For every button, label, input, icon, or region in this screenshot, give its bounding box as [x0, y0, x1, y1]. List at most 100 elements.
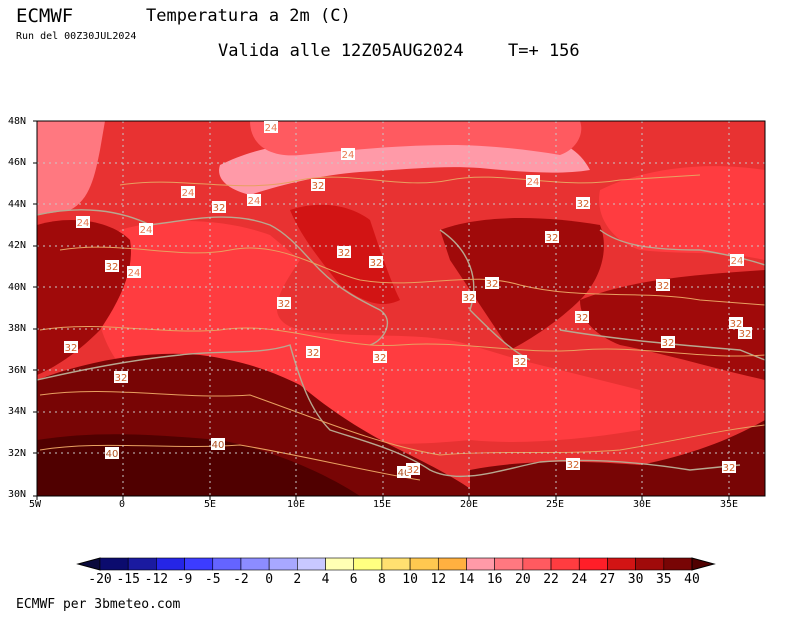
map-field [37, 121, 765, 496]
coastline-south [37, 344, 741, 478]
lon-label: 5E [204, 499, 217, 510]
contour-label-box [264, 121, 278, 133]
grid-lines [37, 121, 765, 496]
colorbar-label: -15 [116, 572, 140, 587]
coastline-north [37, 209, 389, 346]
contour-label: 32 [213, 203, 226, 214]
contour-label: 32 [577, 199, 590, 210]
colorbar-label: 10 [402, 572, 418, 587]
sea-area [96, 220, 640, 444]
colorbar-swatch [127, 557, 157, 571]
contour-line [39, 444, 421, 481]
colorbar-swatch [437, 557, 467, 571]
contour-line [119, 174, 701, 187]
model-name: ECMWF [16, 5, 74, 27]
map-frame [36, 120, 766, 497]
contour-label: 32 [374, 353, 387, 364]
lon-label: 30E [633, 499, 652, 510]
contour-label-box [105, 260, 119, 272]
contour-label-box [730, 254, 744, 266]
contour-label-box [247, 194, 261, 206]
contour-label: 40 [212, 440, 225, 451]
lat-label: 40N [8, 282, 27, 293]
colorbar-swatch [466, 557, 495, 571]
contour-label: 24 [265, 123, 278, 134]
colorbar-swatch [635, 557, 665, 571]
iberia-hot-area [37, 220, 131, 375]
colorbar-label: 27 [599, 572, 616, 587]
egypt-hot-area [470, 420, 765, 496]
contour-label: 24 [731, 256, 744, 267]
lat-label: 48N [8, 116, 27, 127]
colorbar-label: 0 [265, 572, 274, 587]
colorbar-label: 20 [515, 572, 531, 587]
contour-label: 32 [662, 338, 675, 349]
colorbar-right-arrow [691, 557, 716, 571]
colorbar-swatch [240, 557, 270, 571]
colorbar-swatch [381, 557, 411, 571]
lat-label: 34N [8, 406, 27, 417]
contour-line [39, 390, 765, 456]
contour-label: 32 [307, 348, 320, 359]
forecast-step: T=+ 156 [508, 41, 580, 61]
contour-line [59, 246, 765, 306]
colorbar-swatch [297, 557, 326, 571]
north-cool-area [250, 121, 582, 156]
colorbar-swatch [325, 557, 355, 571]
anatolia-hot-area [580, 270, 765, 380]
contour-label: 32 [546, 233, 559, 244]
colorbar-label: 22 [543, 572, 559, 587]
lat-label: 38N [8, 323, 27, 334]
colorbar-left-arrow [76, 557, 101, 571]
colorbar-swatch [607, 557, 636, 571]
contour-label: 32 [463, 293, 476, 304]
contour-label: 40 [106, 449, 119, 460]
colorbar-label: -12 [144, 572, 169, 587]
contour-label: 32 [657, 281, 670, 292]
contour-label: 32 [278, 299, 291, 310]
contour-label-box [373, 351, 387, 363]
contour-label: 32 [567, 460, 580, 471]
colorbar-label: -9 [176, 572, 193, 587]
coastline-balkans [439, 229, 531, 361]
contour-label: 32 [723, 463, 736, 474]
contour-label: 32 [730, 319, 743, 330]
contour-label: 24 [248, 196, 261, 207]
contour-label-box [277, 297, 291, 309]
contour-label-box [369, 256, 383, 268]
lat-label: 42N [8, 240, 27, 251]
contour-label: 32 [407, 465, 420, 476]
colorbar-label: -20 [88, 572, 112, 587]
lat-label: 36N [8, 365, 27, 376]
colorbar-swatch [578, 557, 608, 571]
colorbar-swatch [212, 557, 242, 571]
contour-label-box [661, 336, 675, 348]
lat-label: 30N [8, 489, 27, 500]
contour-label-box [575, 311, 589, 323]
colorbar-label: 14 [458, 572, 475, 587]
contour-label-box [311, 179, 325, 191]
valid-time: Valida alle 12Z05AUG2024 [218, 41, 464, 61]
contour-label-box [462, 291, 476, 303]
coastline-blacksea [599, 229, 765, 266]
map-title: Temperatura a 2m (C) [146, 6, 351, 26]
balkans-hot-area [440, 218, 604, 350]
footer-credit: ECMWF per 3bmeteo.com [16, 597, 181, 612]
colorbar-swatch [353, 557, 383, 571]
colorbar-label: 2 [293, 572, 302, 587]
contour-line [39, 326, 765, 357]
contour-label-box [738, 327, 752, 339]
contour-label-box [513, 355, 527, 367]
contour-label: 32 [576, 313, 589, 324]
colorbar-label: -5 [204, 572, 221, 587]
contour-label-box [105, 447, 119, 459]
contour-label: 24 [128, 268, 141, 279]
contour-label-box [127, 266, 141, 278]
contour-label-box [341, 148, 355, 160]
colorbar-label: -2 [233, 572, 249, 587]
contour-label: 32 [106, 262, 119, 273]
contour-label: 32 [312, 181, 325, 192]
contour-label-box [656, 279, 670, 291]
lon-label: 15E [373, 499, 392, 510]
colorbar-swatch [550, 557, 580, 571]
